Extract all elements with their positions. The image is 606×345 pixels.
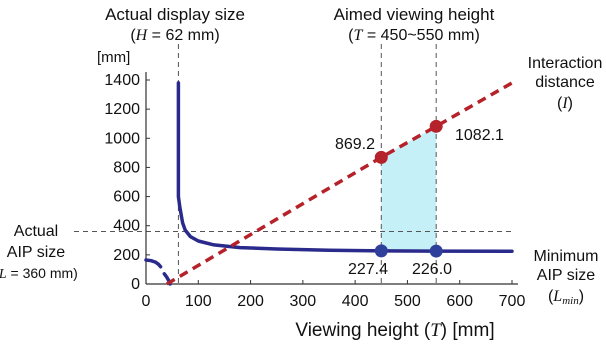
x-axis-label-prefix: Viewing height (: [295, 320, 431, 341]
interaction-series-line: [166, 81, 513, 286]
y-axis-unit: [mm]: [97, 49, 130, 66]
series-lines: [144, 81, 514, 286]
lmin-series-line: [144, 258, 163, 269]
x-tick-label: 100: [185, 293, 212, 310]
y-tick-label: 1400: [104, 72, 140, 89]
x-tick-label: 0: [142, 293, 151, 310]
lmin-marker: [374, 244, 388, 258]
x-axis-label-suffix: ) [mm]: [441, 320, 495, 341]
lmin-marker: [429, 244, 443, 258]
x-tick-label: 300: [290, 293, 317, 310]
y-tick-label: 1000: [104, 130, 140, 147]
y-tick-label: 0: [131, 276, 140, 293]
y-tick-label: 400: [113, 218, 140, 235]
interaction-marker: [374, 150, 388, 164]
lmin-label-2: AIP size: [537, 267, 596, 284]
x-tick-group: 0 100 200 300 400 500 600 700: [142, 280, 526, 310]
x-tick-label: 500: [394, 293, 421, 310]
y-tick-label: 1200: [104, 101, 140, 118]
marker-label-226: 226.0: [412, 261, 452, 278]
x-axis-label: Viewing height (T) [mm]: [295, 320, 494, 341]
actual-display-size-var: H: [135, 27, 149, 44]
interaction-marker: [429, 119, 443, 133]
x-tick-label: 400: [342, 293, 369, 310]
series-markers: [374, 119, 443, 258]
x-axis-label-var: T: [430, 320, 442, 341]
aimed-height-band: [381, 126, 437, 252]
lmin-series-line: [176, 81, 514, 253]
actual-aip-var: L: [0, 267, 7, 282]
marker-label-227: 227.4: [348, 261, 388, 278]
marker-label-869: 869.2: [335, 136, 375, 153]
actual-aip-value: (L = 360 mm): [0, 265, 78, 282]
actual-display-size-eq: = 62 mm): [147, 27, 219, 44]
y-tick-label: 800: [113, 159, 140, 176]
lmin-var: L: [552, 288, 562, 305]
actual-aip-label-1: Actual: [14, 223, 58, 240]
actual-display-size-value: (H = 62 mm): [130, 27, 219, 44]
interaction-label-1: Interaction: [528, 55, 603, 72]
interaction-var: I: [561, 95, 568, 112]
lmin-label-var: (Lmin): [548, 288, 584, 307]
y-tick-label: 200: [113, 247, 140, 264]
x-tick-label: 200: [237, 293, 264, 310]
interaction-label-var: (I): [557, 95, 573, 112]
lmin-label-1: Minimum: [534, 248, 599, 265]
marker-label-1082: 1082.1: [455, 127, 504, 144]
y-tick-group: 0 200 400 600 800 1000 1200 1400: [104, 72, 150, 293]
interaction-label-2: distance: [535, 74, 595, 91]
aimed-height-var: T: [354, 27, 364, 44]
aimed-height-eq: = 450~550 mm): [362, 27, 479, 44]
aimed-height-value: (T = 450~550 mm): [348, 27, 480, 44]
actual-display-size-label: Actual display size: [105, 5, 245, 24]
x-tick-label: 600: [446, 293, 473, 310]
actual-aip-eq: = 360 mm): [7, 265, 78, 281]
actual-aip-label-2: AIP size: [7, 244, 66, 261]
x-tick-label: 700: [499, 293, 526, 310]
lmin-sub: min: [562, 295, 579, 307]
aimed-height-label: Aimed viewing height: [334, 5, 495, 24]
y-tick-label: 600: [113, 189, 140, 206]
